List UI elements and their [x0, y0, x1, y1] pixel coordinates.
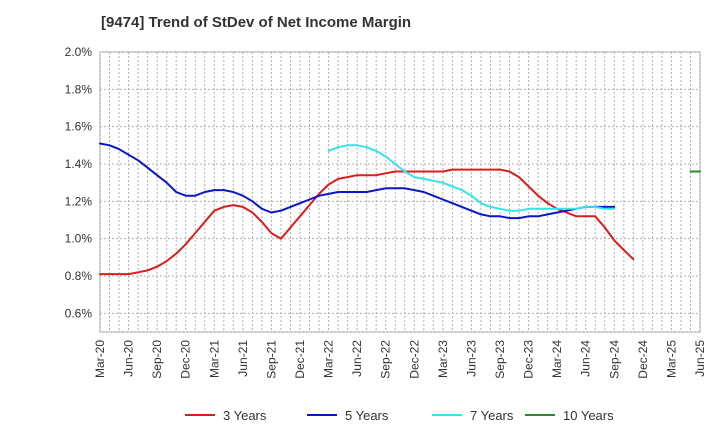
x-tick-label: Jun-24 [579, 340, 593, 377]
y-tick-label: 1.0% [65, 232, 93, 246]
series-line-7-years [327, 144, 616, 212]
legend-label: 10 Years [563, 408, 614, 423]
x-tick-label: Jun-21 [236, 340, 250, 377]
y-tick-label: 0.6% [65, 306, 93, 320]
x-tick-label: Mar-24 [550, 340, 564, 378]
grid-lines [99, 51, 701, 333]
series-line-3-years [99, 168, 635, 276]
x-tick-label: Jun-25 [693, 340, 707, 377]
x-tick-label: Dec-23 [522, 340, 536, 379]
legend: 3 Years 5 Years 7 Years 10 Years [185, 408, 614, 423]
x-tick-label: Dec-24 [636, 340, 650, 379]
x-axis-ticks: Mar-20 Jun-20 Sep-20 Dec-20 Mar-21 Jun-21 Sep-… [93, 340, 707, 379]
x-tick-label: Dec-22 [407, 340, 421, 379]
x-tick-label: Dec-20 [179, 340, 193, 379]
y-tick-label: 2.0% [65, 45, 93, 59]
x-tick-label: Jun-23 [464, 340, 478, 377]
x-tick-label: Mar-20 [93, 340, 107, 378]
legend-label: 3 Years [223, 408, 267, 423]
x-tick-label: Mar-22 [322, 340, 336, 378]
y-axis-ticks: 0.6% 0.8% 1.0% 1.2% 1.4% 1.6% 1.8% 2.0% [65, 45, 93, 320]
x-tick-label: Mar-25 [664, 340, 678, 378]
x-tick-label: Mar-23 [436, 340, 450, 378]
legend-label: 5 Years [345, 408, 389, 423]
x-tick-label: Dec-21 [293, 340, 307, 379]
x-tick-label: Sep-21 [264, 340, 278, 379]
series-lines [99, 142, 701, 276]
chart-title: [9474] Trend of StDev of Net Income Marg… [101, 14, 412, 31]
series-line-5-years [99, 142, 616, 220]
y-tick-label: 1.4% [65, 157, 93, 171]
plot-area [99, 51, 701, 333]
x-tick-label: Sep-24 [607, 340, 621, 379]
y-tick-label: 0.8% [65, 269, 93, 283]
x-tick-label: Sep-22 [379, 340, 393, 379]
x-tick-label: Jun-20 [122, 340, 136, 377]
x-tick-label: Sep-23 [493, 340, 507, 379]
y-tick-label: 1.2% [65, 194, 93, 208]
legend-label: 7 Years [470, 408, 514, 423]
y-tick-label: 1.8% [65, 82, 93, 96]
x-tick-label: Sep-20 [150, 340, 164, 379]
x-tick-label: Jun-22 [350, 340, 364, 377]
y-tick-label: 1.6% [65, 120, 93, 134]
x-tick-label: Mar-21 [207, 340, 221, 378]
